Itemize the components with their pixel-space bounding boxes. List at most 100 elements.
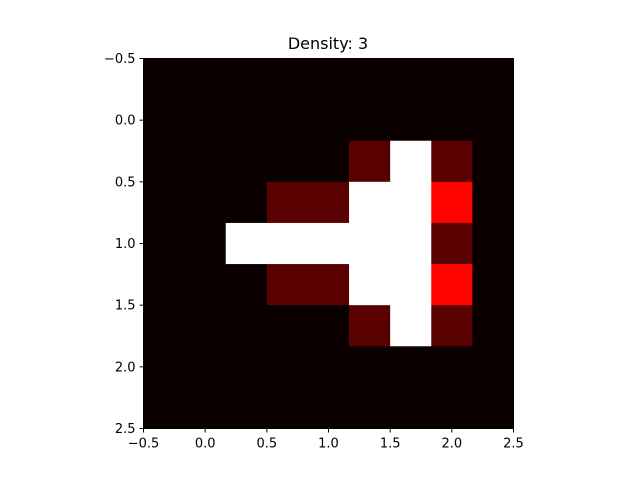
y-tick-label: 2.5: [115, 422, 136, 437]
heatmap-cell: [431, 387, 473, 429]
heatmap-cell: [266, 305, 309, 347]
heatmap-cell: [307, 264, 350, 306]
x-axis: −0.5 0.0 0.5 1.0 1.5 2.0 2.5: [128, 428, 524, 452]
heatmap-cell: [349, 346, 391, 388]
heatmap-cell: [225, 181, 268, 224]
heatmap-cell: [390, 346, 432, 388]
heatmap-cell: [266, 99, 309, 142]
heatmap-cell: [225, 99, 268, 142]
heatmap-cell: [266, 58, 309, 101]
heatmap-cell: [266, 181, 309, 224]
heatmap-cell: [184, 305, 227, 347]
heatmap-cell: [349, 181, 391, 224]
x-tick-label: 2.5: [503, 437, 524, 452]
heatmap-cell: [225, 305, 268, 347]
y-axis: −0.5 0.0 0.5 1.0 1.5 2.0 2.5: [104, 52, 144, 437]
heatmap-cell: [307, 58, 350, 101]
heatmap-cell: [390, 181, 432, 224]
heatmap-cell: [143, 305, 186, 347]
y-tick-label: 1.0: [115, 237, 136, 252]
heatmap-cells: [143, 58, 514, 429]
heatmap-cell: [307, 181, 350, 224]
heatmap-cell: [143, 58, 186, 101]
heatmap-cell: [349, 305, 391, 347]
chart-title: Density: 3: [288, 34, 368, 53]
x-tick-label: 0.0: [195, 437, 216, 452]
heatmap-cell: [472, 264, 514, 306]
y-tick-label: −0.5: [104, 52, 136, 67]
heatmap-cell: [472, 305, 514, 347]
heatmap-cell: [184, 140, 227, 183]
heatmap-cell: [143, 222, 186, 265]
heatmap-cell: [143, 99, 186, 142]
heatmap-cell: [431, 58, 473, 101]
heatmap-cell: [307, 99, 350, 142]
heatmap-cell: [184, 264, 227, 306]
heatmap-cell: [266, 222, 309, 265]
heatmap-cell: [184, 387, 227, 429]
heatmap-cell: [349, 58, 391, 101]
heatmap-cell: [431, 305, 473, 347]
heatmap-cell: [390, 387, 432, 429]
heatmap-cell: [472, 58, 514, 101]
heatmap-cell: [184, 181, 227, 224]
heatmap-cell: [349, 264, 391, 306]
heatmap-cell: [390, 140, 432, 183]
heatmap-cell: [266, 264, 309, 306]
heatmap-cell: [307, 222, 350, 265]
y-tick-label: 2.0: [115, 360, 136, 375]
heatmap-cell: [472, 346, 514, 388]
heatmap-cell: [431, 222, 473, 265]
heatmap-cell: [431, 140, 473, 183]
x-tick-label: 1.5: [380, 437, 401, 452]
heatmap-cell: [431, 181, 473, 224]
x-tick-label: −0.5: [128, 437, 160, 452]
heatmap-cell: [266, 387, 309, 429]
heatmap-cell: [184, 58, 227, 101]
heatmap-cell: [390, 305, 432, 347]
heatmap-cell: [143, 387, 186, 429]
heatmap-cell: [349, 387, 391, 429]
heatmap-cell: [390, 264, 432, 306]
heatmap-cell: [431, 264, 473, 306]
heatmap-cell: [472, 222, 514, 265]
heatmap-cell: [472, 99, 514, 142]
heatmap-cell: [184, 99, 227, 142]
heatmap-cell: [225, 140, 268, 183]
heatmap-cell: [143, 346, 186, 388]
y-tick-label: 1.5: [115, 299, 136, 314]
heatmap-cell: [184, 346, 227, 388]
x-tick-label: 1.0: [318, 437, 339, 452]
heatmap-cell: [349, 140, 391, 183]
heatmap-cell: [266, 346, 309, 388]
heatmap-cell: [225, 387, 268, 429]
heatmap-cell: [349, 99, 391, 142]
y-tick-label: 0.0: [115, 114, 136, 129]
x-tick-label: 2.0: [441, 437, 462, 452]
heatmap-cell: [390, 58, 432, 101]
heatmap-cell: [307, 305, 350, 347]
heatmap-cell: [472, 140, 514, 183]
heatmap-cell: [307, 140, 350, 183]
heatmap-cell: [390, 99, 432, 142]
heatmap-cell: [143, 181, 186, 224]
heatmap-cell: [266, 140, 309, 183]
heatmap-cell: [472, 387, 514, 429]
heatmap-cell: [307, 387, 350, 429]
heatmap-cell: [225, 264, 268, 306]
heatmap-cell: [431, 99, 473, 142]
heatmap-cell: [225, 58, 268, 101]
heatmap-cell: [349, 222, 391, 265]
heatmap-cell: [472, 181, 514, 224]
heatmap-cell: [143, 140, 186, 183]
heatmap-cell: [184, 222, 227, 265]
heatmap-cell: [225, 346, 268, 388]
heatmap-cell: [307, 346, 350, 388]
heatmap-cell: [431, 346, 473, 388]
y-tick-label: 0.5: [115, 175, 136, 190]
heatmap-cell: [390, 222, 432, 265]
x-tick-label: 0.5: [256, 437, 277, 452]
heatmap-cell: [225, 222, 268, 265]
heatmap-cell: [143, 264, 186, 306]
